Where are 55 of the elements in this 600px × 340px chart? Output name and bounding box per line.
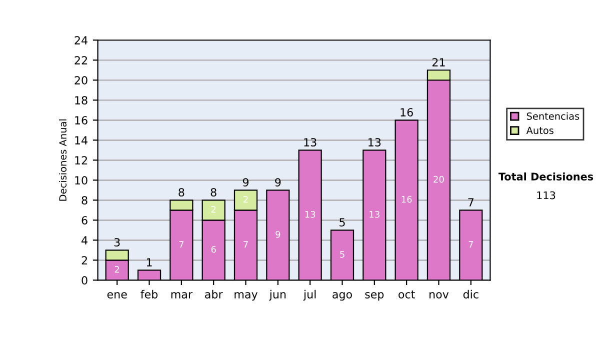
x-tick-label: may <box>234 292 258 301</box>
data-label: 7 <box>179 241 184 248</box>
y-tick-label: 24 <box>74 36 88 44</box>
total-label: 1 <box>146 258 152 266</box>
total-label: 21 <box>432 58 445 66</box>
data-label: 16 <box>402 196 412 203</box>
data-label: 13 <box>370 210 380 218</box>
total-label: 8 <box>178 188 184 196</box>
y-tick-label: 22 <box>74 56 87 64</box>
total-label: 3 <box>114 238 120 246</box>
total-label: 13 <box>368 138 381 146</box>
y-tick-label: 4 <box>82 236 88 244</box>
y-tick-label: 10 <box>75 176 88 185</box>
x-tick-label: nov <box>430 292 449 298</box>
y-tick-label: 20 <box>74 76 88 85</box>
x-tick-label: dic <box>463 290 478 298</box>
y-tick-label: 6 <box>82 216 88 225</box>
data-label: 9 <box>276 230 280 238</box>
x-tick-label: oct <box>398 290 415 298</box>
x-tick-label: abr <box>205 290 223 298</box>
x-tick-label: mar <box>171 292 193 298</box>
data-label: 2 <box>114 266 120 273</box>
y-tick-label: 0 <box>82 276 88 285</box>
text: 113 <box>537 191 556 200</box>
x-tick-label: ene <box>107 292 127 298</box>
text: Total Decisiones <box>498 172 594 180</box>
total-label: 13 <box>304 138 316 146</box>
data-label: 2 <box>211 206 216 213</box>
y-tick-label: 12 <box>75 156 87 164</box>
y-tick-label: 2 <box>82 256 87 264</box>
y-tick-label: 16 <box>75 116 88 125</box>
total-label: 16 <box>400 108 413 116</box>
data-label: 13 <box>305 210 316 218</box>
total-label: 8 <box>210 188 216 196</box>
data-label: 20 <box>434 176 444 183</box>
data-label: 7 <box>244 241 248 248</box>
total-label: 9 <box>242 178 249 186</box>
y-tick-label: 8 <box>82 196 88 205</box>
y-tick-label: 14 <box>75 136 88 144</box>
x-tick-label: ago <box>332 292 352 301</box>
total-label: 9 <box>275 178 281 186</box>
x-tick-label: sep <box>365 292 384 301</box>
x-tick-label: feb <box>140 290 158 298</box>
x-tick-label: jul <box>303 290 316 301</box>
data-label: 2 <box>244 196 248 203</box>
x-tick-label: jun <box>269 290 286 301</box>
data-label: 7 <box>468 241 473 248</box>
legend-label: Sentencias <box>526 112 580 120</box>
total-label: 5 <box>340 218 345 226</box>
data-label: 6 <box>211 246 216 253</box>
data-label: 5 <box>340 251 344 258</box>
legend-label: Autos <box>526 126 554 134</box>
y-axis-title: Decisiones Anual <box>58 119 66 201</box>
y-tick-label: 18 <box>75 96 88 105</box>
total-label: 7 <box>468 198 474 206</box>
